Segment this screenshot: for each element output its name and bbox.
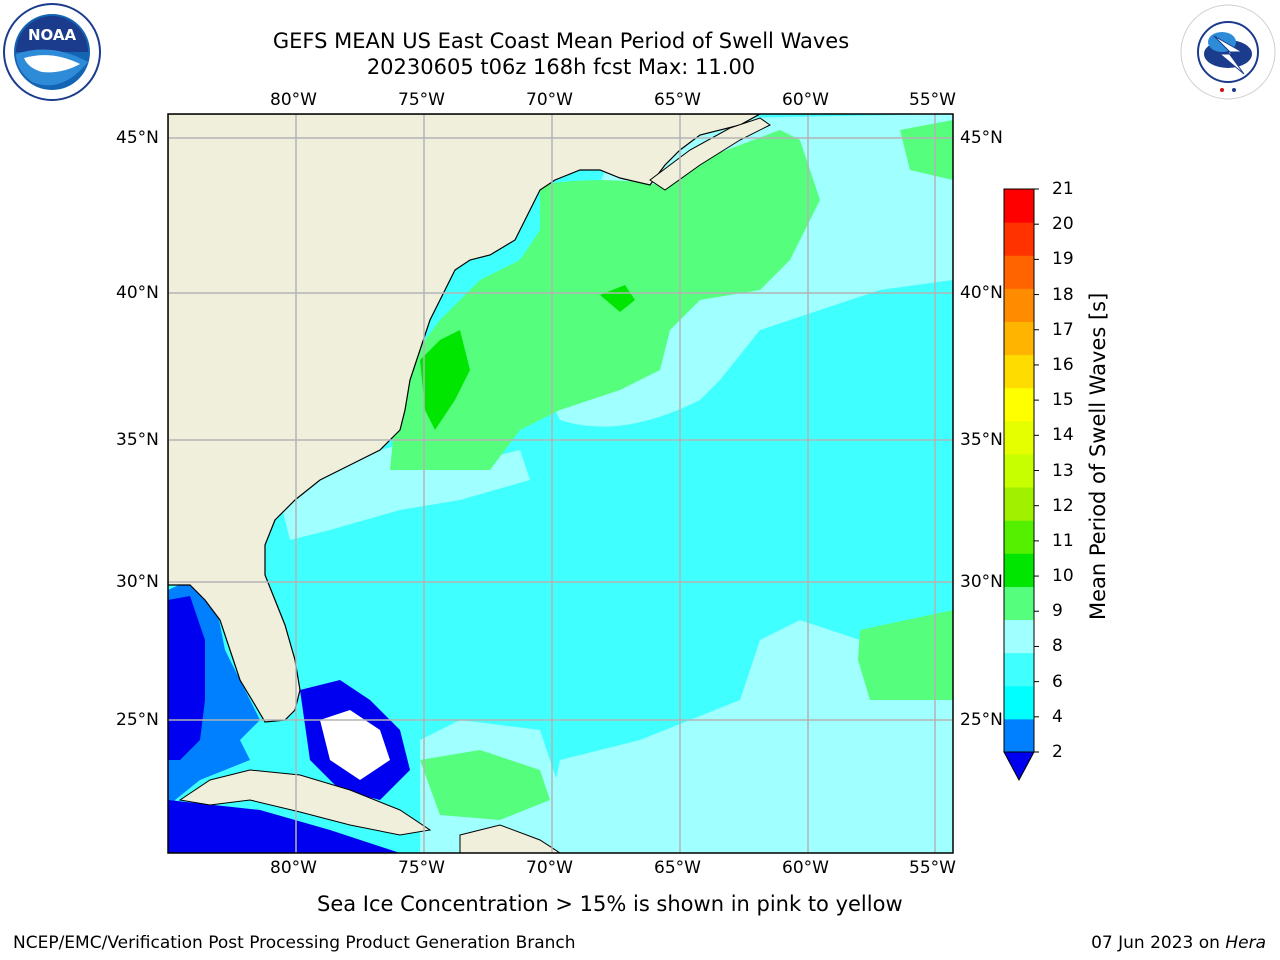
colorbar [1003,188,1039,782]
caribbean-low [168,800,400,853]
lon-label-bottom-60w: 60°W [782,858,829,878]
lon-label-bottom-55w: 55°W [909,858,956,878]
lat-label-left-45n: 45°N [116,128,159,148]
colorbar-swatch [1004,321,1034,356]
lat-label-left-35n: 35°N [116,430,159,450]
land-cuba [178,769,432,836]
noaa-logo: NOAA [3,3,101,101]
colorbar-tick-label: 15 [1052,390,1074,411]
footer-date: 07 Jun 2023 on Hera [1091,933,1266,953]
lat-label-right-25n: 25°N [960,710,1003,730]
colorbar-tick-label: 6 [1052,671,1063,692]
colorbar-swatch [1004,189,1034,223]
colorbar-tick-label: 8 [1052,636,1063,657]
colorbar-swatch [1004,487,1034,521]
footer-branch: NCEP/EMC/Verification Post Processing Pr… [13,933,576,953]
colorbar-swatch [1004,619,1034,654]
chart-title-line1: GEFS MEAN US East Coast Mean Period of S… [272,29,850,53]
colorbar-tick-label: 10 [1052,566,1074,587]
colorbar-swatch [1004,586,1034,621]
colorbar-tick-label: 4 [1052,706,1063,727]
colorbar-swatch [1004,652,1034,687]
colorbar-tick-label: 12 [1052,495,1074,516]
lon-label-top-60w: 60°W [782,90,829,110]
nws-logo [1180,4,1276,100]
swell-10-11-b [600,285,635,312]
lon-label-top-65w: 65°W [654,90,701,110]
map-frame [167,113,954,854]
swell-9-10-ne [900,120,953,180]
lon-label-bottom-65w: 65°W [654,858,701,878]
swell-10-11 [420,330,470,430]
colorbar-swatch [1004,222,1034,256]
colorbar-tick-label: 18 [1052,284,1074,305]
map-gridlines [168,114,953,853]
colorbar-swatch [1004,420,1034,455]
colorbar-tick-label: 2 [1052,742,1063,762]
land-hispaniola [459,824,561,853]
colorbar-swatch [1004,453,1034,488]
colorbar-tick-label: 19 [1052,249,1074,270]
lon-label-top-55w: 55°W [909,90,956,110]
map-plot-area [168,114,953,853]
lon-label-bottom-75w: 75°W [398,858,445,878]
swell-9-10-east [858,610,953,700]
lat-label-right-30n: 30°N [960,572,1003,592]
sea-ice-note: Sea Ice Concentration > 15% is shown in … [317,892,903,916]
footer-machine: Hera [1225,933,1266,953]
lon-label-top-80w: 80°W [270,90,317,110]
noaa-logo-text: NOAA [28,26,77,44]
bahamas-shallow [320,710,390,780]
lat-label-right-40n: 40°N [960,283,1003,303]
colorbar-swatch [1004,520,1034,554]
colorbar-tick-label: 9 [1052,601,1063,622]
colorbar-swatch [1004,718,1034,753]
lat-label-left-25n: 25°N [116,710,159,730]
colorbar-extend-arrow [1003,751,1035,782]
colorbar-swatch [1004,553,1034,587]
swell-9-10-south [420,750,550,820]
lon-label-bottom-70w: 70°W [526,858,573,878]
colorbar-swatch [1004,387,1034,422]
colorbar-tick-label: 11 [1052,530,1074,551]
lon-label-top-75w: 75°W [398,90,445,110]
colorbar-tick-label: 14 [1052,425,1074,446]
colorbar-tick-label: 16 [1052,354,1074,375]
lat-label-left-30n: 30°N [116,572,159,592]
swell-9-10-north [390,130,820,470]
lon-label-bottom-80w: 80°W [270,858,317,878]
gulf-low [168,596,205,760]
colorbar-swatch [1004,288,1034,322]
colorbar-title: Mean Period of Swell Waves [s] [1086,292,1110,620]
footer-date-text: 07 Jun 2023 on [1091,933,1220,953]
colorbar-tick-label: 20 [1052,214,1074,235]
chart-title-line2: 20230605 t06z 168h fcst Max: 11.00 [366,55,756,79]
lat-label-right-45n: 45°N [960,128,1003,148]
land-north-america [168,114,761,723]
lon-label-top-70w: 70°W [526,90,573,110]
lat-label-left-40n: 40°N [116,283,159,303]
colorbar-swatch [1004,354,1034,389]
colorbar-swatch [1004,255,1034,289]
colorbar-tick-label: 13 [1052,460,1074,481]
colorbar-swatch [1004,685,1034,720]
colorbar-tick-label: 17 [1052,319,1074,340]
swell-8-9-east [520,114,953,853]
colorbar-tick-label: 21 [1052,179,1074,199]
lat-label-right-35n: 35°N [960,430,1003,450]
